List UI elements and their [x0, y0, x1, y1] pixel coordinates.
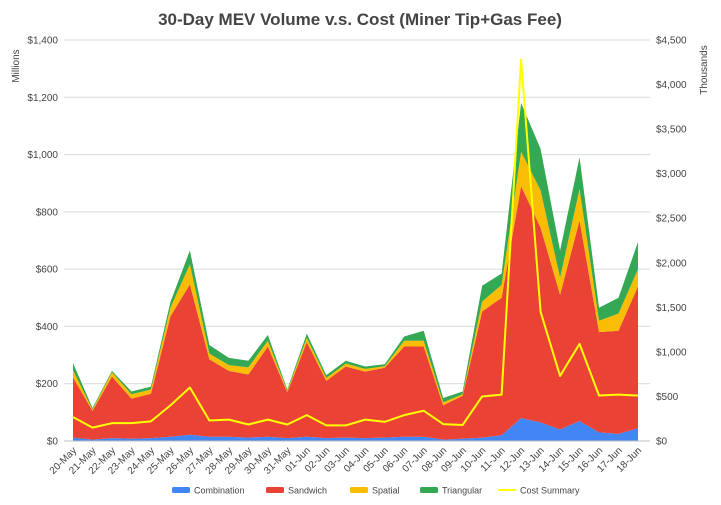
y-right-tick-label: $0 — [656, 437, 668, 448]
legend-swatch — [420, 487, 438, 493]
line-layer — [72, 58, 639, 429]
y-left-tick-label: $400 — [36, 322, 59, 333]
legend-swatch — [350, 487, 368, 493]
area-series-spatial — [73, 151, 638, 411]
legend-swatch — [172, 487, 190, 493]
chart-title: 30-Day MEV Volume v.s. Cost (Miner Tip+G… — [158, 10, 562, 29]
y-left-tick-label: $800 — [36, 207, 59, 218]
line-series-cost-summary — [72, 58, 639, 429]
left-axis-title: Millions — [11, 49, 22, 82]
area-series-sandwich — [73, 186, 638, 440]
y-right-tick-label: $2,000 — [656, 258, 687, 269]
legend: Combination Sandwich Spatial Triangular Cost… — [172, 486, 580, 496]
y-left-tick-label: $1,000 — [27, 150, 58, 161]
area-series-combination — [73, 418, 638, 441]
area-layer — [73, 103, 638, 441]
legend-label: Sandwich — [288, 486, 327, 496]
y-left-tick-label: $1,400 — [27, 36, 58, 47]
legend-label: Combination — [194, 486, 245, 496]
y-left-tick-label: $200 — [36, 379, 59, 390]
y-right-tick-label: $2,500 — [656, 214, 687, 225]
y-left-tick-label: $600 — [36, 265, 59, 276]
y-right-tick-label: $1,500 — [656, 303, 687, 314]
y-right-tick-label: $3,000 — [656, 169, 687, 180]
y-left-tick-label: $0 — [47, 437, 59, 448]
y-right-tick-label: $4,500 — [656, 36, 687, 47]
legend-swatch — [266, 487, 284, 493]
right-axis-title: Thousands — [699, 45, 710, 94]
y-left-tick-label: $1,200 — [27, 93, 58, 104]
y-right-tick-label: $1,000 — [656, 347, 687, 358]
y-right-tick-label: $3,500 — [656, 125, 687, 136]
legend-label: Cost Summary — [520, 486, 580, 496]
legend-label: Triangular — [442, 486, 482, 496]
legend-label: Spatial — [372, 486, 400, 496]
y-right-tick-label: $4,000 — [656, 80, 687, 91]
y-right-tick-label: $500 — [656, 392, 679, 403]
